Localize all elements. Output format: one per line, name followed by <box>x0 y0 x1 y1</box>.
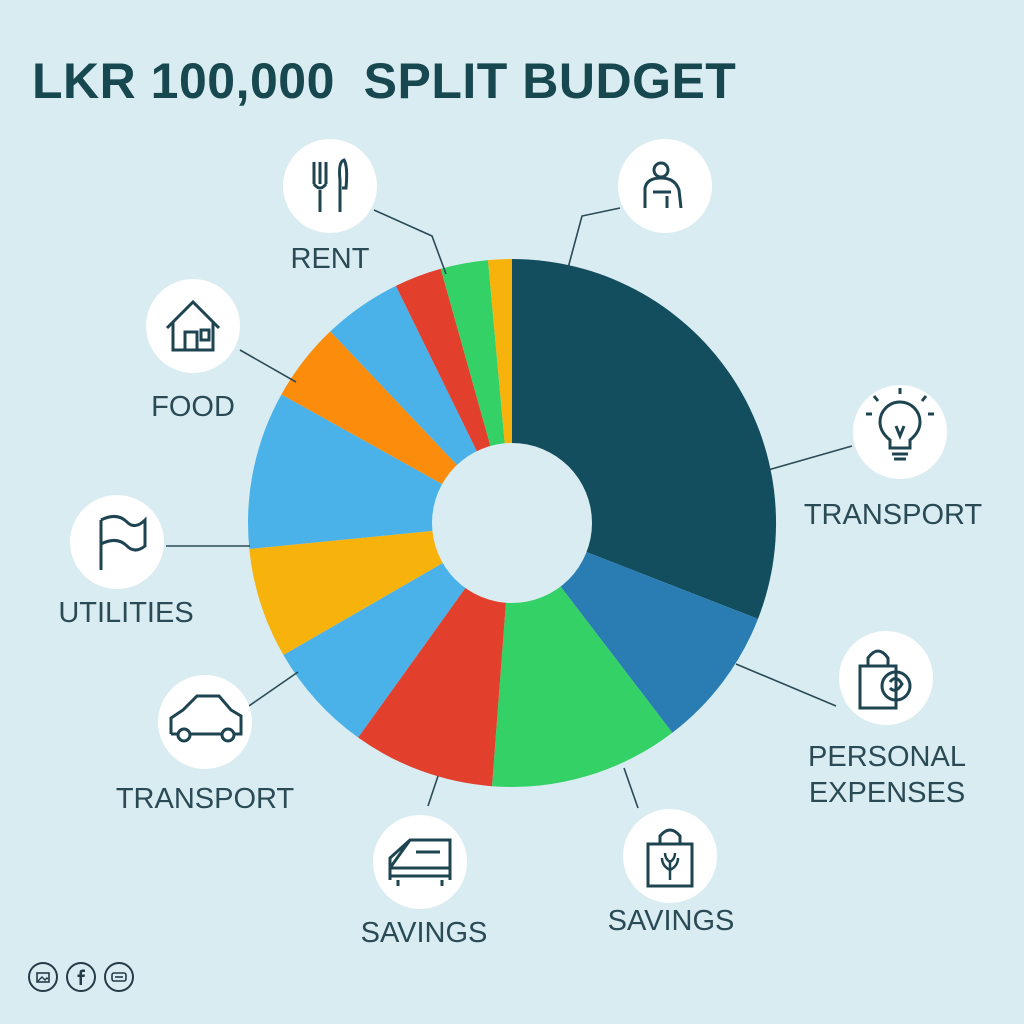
leader-line <box>767 445 853 471</box>
slice-label: SAVINGS <box>361 917 488 949</box>
callout-7: TRANSPORT <box>116 671 299 815</box>
car-icon <box>158 675 252 769</box>
callout-4: TRANSPORT <box>767 385 983 531</box>
slice-label-line: TRANSPORT <box>804 499 983 531</box>
slice-label: SAVINGS <box>608 905 735 937</box>
slice-label-line: SAVINGS <box>361 917 488 949</box>
slice-label-line: EXPENSES <box>809 777 965 809</box>
leader-line <box>239 349 297 383</box>
slice-label-line: RENT <box>291 243 370 275</box>
leader-line <box>735 663 837 707</box>
leader-line <box>245 671 299 709</box>
callout-6: PERSONAL EXPENSES <box>735 631 966 809</box>
slice-label-line: SAVINGS <box>608 905 735 937</box>
pie-slice-2[interactable] <box>512 523 758 733</box>
donut-hole <box>432 443 592 603</box>
callout-9: SAVINGS <box>608 767 735 937</box>
house-icon <box>146 279 240 373</box>
footer-icons <box>28 962 134 992</box>
slice-label-line: UTILITIES <box>58 597 193 629</box>
image-icon[interactable] <box>28 962 58 992</box>
slice-label: TRANSPORT <box>116 783 295 815</box>
callout-5: UTILITIES <box>58 495 250 629</box>
lightbulb-icon <box>853 385 947 479</box>
bed-icon <box>373 815 467 909</box>
gift-bag-icon <box>623 809 717 903</box>
flag-icon <box>70 495 164 589</box>
callouts: RENT FOOD TRANSPORT UTILITIES PERSONAL EXPENS… <box>58 139 982 949</box>
callout-2 <box>567 139 712 269</box>
slice-label: PERSONAL EXPENSES <box>808 741 966 809</box>
slice-label: UTILITIES <box>58 597 193 629</box>
leader-line <box>567 207 621 269</box>
leader-line <box>427 775 439 807</box>
minus-icon[interactable] <box>104 962 134 992</box>
slice-label: FOOD <box>151 391 235 423</box>
callout-3: FOOD <box>146 279 297 423</box>
slice-label-line: TRANSPORT <box>116 783 295 815</box>
slice-label-line: PERSONAL <box>808 741 966 773</box>
person-icon <box>618 139 712 233</box>
slice-label: TRANSPORT <box>804 499 983 531</box>
slice-label: RENT <box>291 243 370 275</box>
shopping-bag-icon <box>839 631 933 725</box>
leader-line <box>373 209 447 275</box>
callout-1: RENT <box>283 139 447 275</box>
facebook-icon[interactable] <box>66 962 96 992</box>
leader-line <box>623 767 639 809</box>
fork-knife-icon <box>283 139 377 233</box>
callout-8: SAVINGS <box>361 775 488 949</box>
chart-title: LKR 100,000 SPLIT BUDGET <box>32 53 737 109</box>
slice-label-line: FOOD <box>151 391 235 423</box>
